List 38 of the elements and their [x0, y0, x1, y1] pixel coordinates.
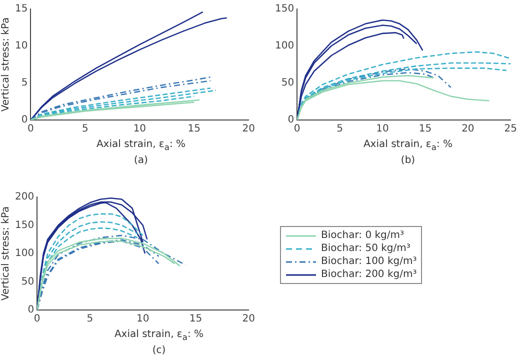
y-tick-label: 10	[14, 40, 28, 52]
y-tick-label: 100	[14, 248, 34, 260]
y-tick-label: 50	[21, 276, 34, 288]
x-tick-label: 15	[189, 314, 202, 325]
y-tick-label: 0	[288, 114, 294, 126]
text: (b)	[400, 155, 416, 166]
y-axis-title: Vertical stress: kPa	[0, 206, 12, 301]
x-axis-title: Axial strain, ε$_{a}$: %	[362, 139, 454, 152]
x-tick-label: 20	[462, 124, 474, 135]
x-tick-label: 10	[136, 314, 150, 325]
y-tick-label: 100	[274, 40, 294, 52]
legend-label: Biochar: 200 kg/m³	[321, 269, 417, 280]
legend-label: Biochar: 0 kg/m³	[321, 230, 404, 241]
x-tick-label: 5	[336, 124, 343, 135]
legend-label: Biochar: 50 kg/m³	[321, 243, 410, 254]
x-tick-label: 10	[376, 124, 389, 135]
x-axis-title: Axial strain, ε$_{a}$: %	[95, 139, 187, 152]
x-tick-label: 10	[133, 124, 146, 135]
y-tick-label: 50	[281, 78, 294, 89]
text: (a)	[133, 155, 149, 166]
y-tick-label: 5	[21, 78, 28, 89]
y-tick-label: 15	[14, 4, 28, 15]
x-tick-label: 15	[188, 124, 201, 135]
x-tick-label: 5	[82, 124, 88, 135]
text: (c)	[151, 345, 167, 356]
x-tick-label: 15	[418, 124, 432, 135]
y-tick-label: 200	[14, 192, 34, 203]
x-tick-label: 25	[504, 124, 518, 135]
y-tick-label: 150	[14, 220, 34, 231]
y-tick-label: 0	[21, 114, 28, 126]
x-tick-label: 5	[86, 314, 94, 325]
x-tick-label: 20	[242, 124, 256, 135]
y-tick-label: 150	[274, 4, 294, 15]
y-tick-label: 0	[28, 304, 34, 316]
y-axis-title: Vertical stress: kPa	[0, 17, 12, 112]
legend-label: Biochar: 100 kg/m³	[321, 256, 417, 267]
x-tick-label: 20	[242, 314, 256, 325]
x-axis-title: Axial strain, ε$_{a}$: %	[113, 329, 205, 342]
